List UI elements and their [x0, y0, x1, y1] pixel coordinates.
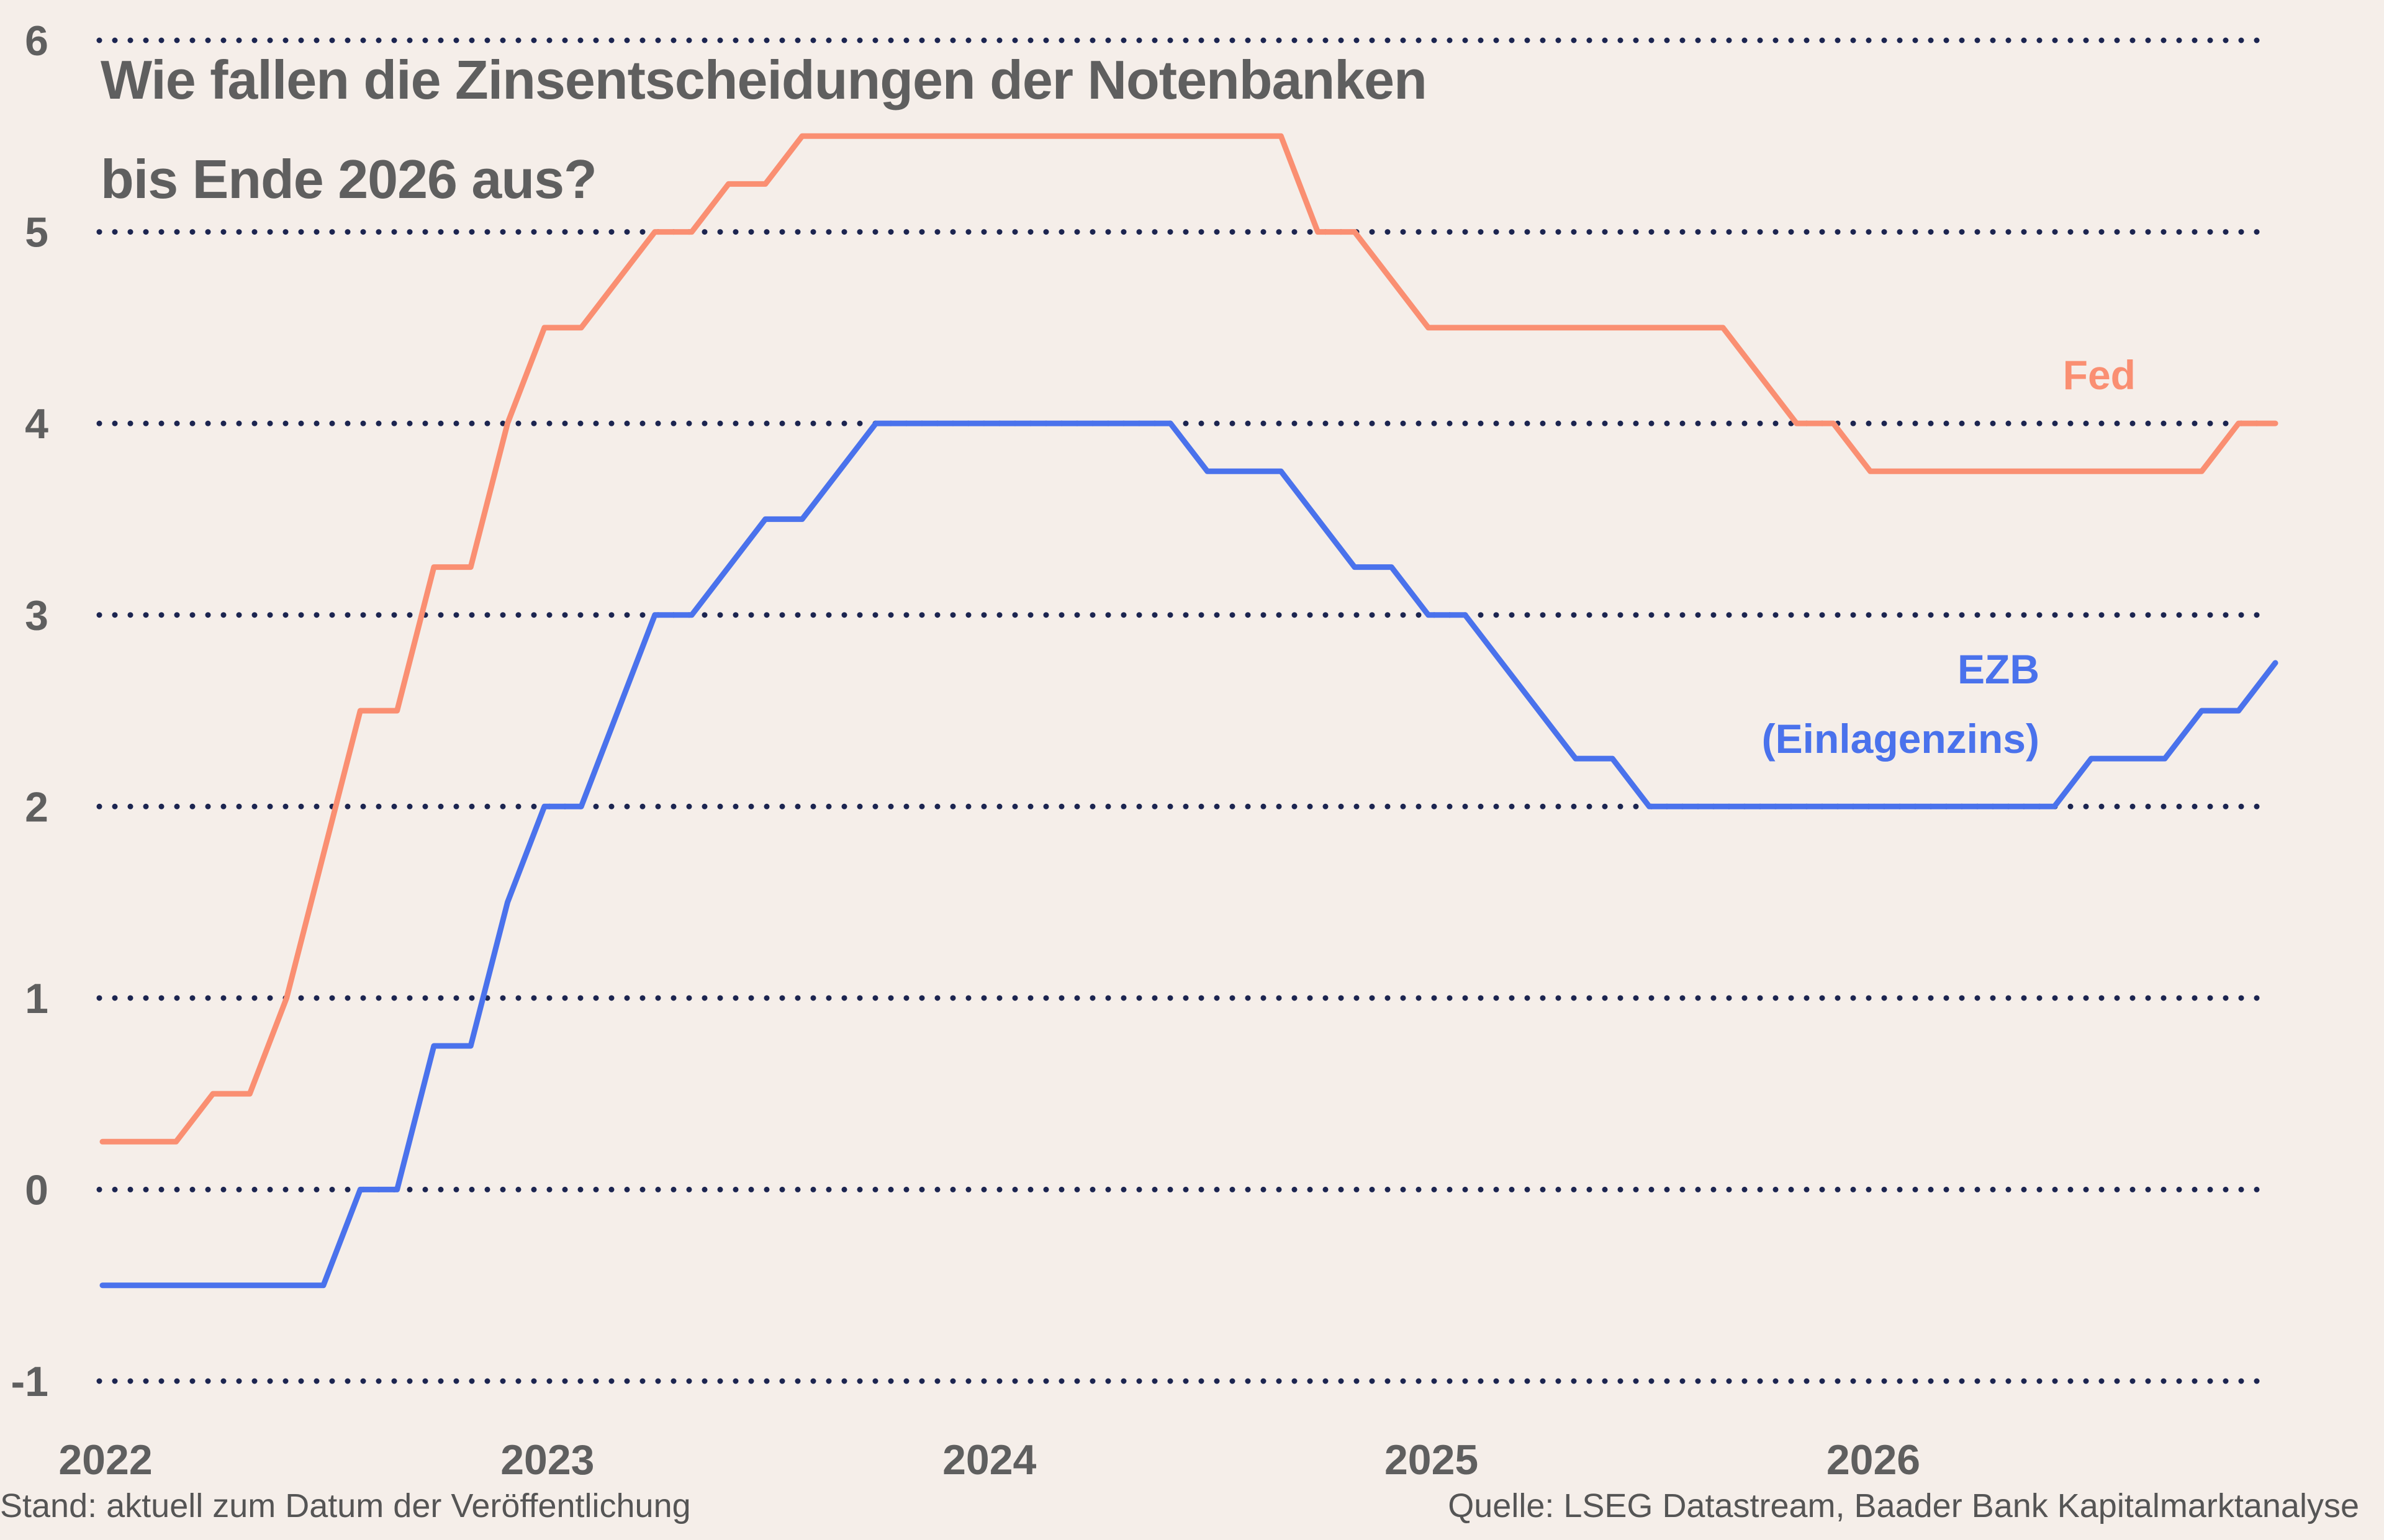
y-tick-label: 2	[25, 783, 48, 831]
x-tick-label: 2024	[942, 1436, 1036, 1484]
y-tick-label: 0	[25, 1166, 48, 1214]
gridlines	[96, 37, 2272, 1384]
footer-source: Quelle: LSEG Datastream, Baader Bank Kap…	[1448, 1487, 2359, 1524]
y-tick-label: 3	[25, 592, 48, 639]
y-tick-label: -1	[11, 1358, 48, 1405]
series-label-ezb: EZB	[1957, 646, 2039, 692]
x-axis-ticks: 2022 2023 2024 2025 2026	[58, 1436, 1920, 1484]
x-tick-label: 2022	[58, 1436, 152, 1484]
series-lines	[99, 133, 2278, 1289]
y-tick-label: 1	[25, 975, 48, 1022]
chart-title-line-2: bis Ende 2026 aus?	[101, 148, 597, 210]
series-label-ezb-sub: (Einlagenzins)	[1761, 716, 2039, 762]
footer-date-note: Stand: aktuell zum Datum der Veröffentli…	[0, 1487, 691, 1524]
series-line-ezb	[99, 420, 2278, 1289]
series-line-fed	[99, 133, 2278, 1145]
y-tick-label: 6	[25, 17, 48, 65]
x-tick-label: 2023	[500, 1436, 594, 1484]
chart-title-line-1: Wie fallen die Zinsentscheidungen der No…	[101, 49, 1427, 110]
y-axis-ticks: -1 0 1 2 3 4 5 6	[11, 17, 49, 1405]
series-label-fed: Fed	[2062, 352, 2136, 398]
y-tick-label: 4	[25, 400, 48, 448]
y-tick-label: 5	[25, 209, 48, 256]
x-tick-label: 2026	[1826, 1436, 1920, 1484]
x-tick-label: 2025	[1384, 1436, 1478, 1484]
